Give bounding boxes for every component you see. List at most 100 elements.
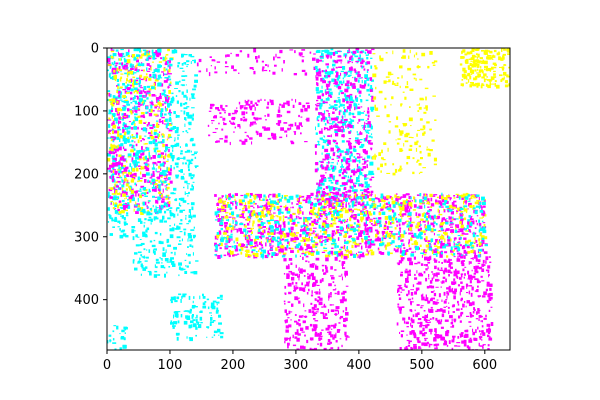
heatmap-cell (151, 100, 153, 102)
heatmap-cell (161, 103, 164, 106)
heatmap-cell (348, 252, 351, 254)
heatmap-cell (319, 297, 323, 301)
heatmap-cell (180, 197, 185, 202)
heatmap-cell (164, 150, 168, 152)
heatmap-cell (332, 122, 334, 125)
heatmap-cell (137, 207, 140, 211)
heatmap-cell (352, 209, 354, 213)
heatmap-cell (340, 125, 344, 128)
heatmap-cell (107, 58, 111, 63)
heatmap-cell (451, 224, 453, 226)
heatmap-cell (467, 72, 470, 75)
heatmap-cell (481, 50, 485, 52)
heatmap-cell (369, 123, 371, 128)
heatmap-cell (300, 132, 302, 135)
heatmap-cell (257, 212, 262, 216)
heatmap-cell (306, 244, 310, 248)
heatmap-cell (419, 199, 423, 203)
heatmap-cell (498, 51, 500, 56)
heatmap-cell (441, 234, 443, 237)
heatmap-cell (283, 206, 286, 208)
heatmap-region-4 (196, 48, 316, 77)
heatmap-cell (384, 203, 386, 207)
heatmap-cell (152, 161, 157, 165)
heatmap-cell (252, 246, 255, 248)
heatmap-cell (470, 222, 473, 226)
heatmap-cell (144, 179, 147, 183)
heatmap-cell (322, 53, 324, 57)
heatmap-cell (241, 140, 246, 142)
heatmap-cell (394, 194, 397, 198)
heatmap-cell (139, 49, 141, 53)
heatmap-cell (301, 252, 306, 255)
heatmap-cell (350, 228, 354, 231)
heatmap-cell (368, 172, 372, 176)
heatmap-cell (341, 344, 343, 348)
heatmap-cell (225, 226, 227, 230)
heatmap-cell (190, 238, 193, 242)
heatmap-cell (236, 242, 238, 244)
heatmap-cell (284, 130, 288, 133)
heatmap-cell (155, 199, 158, 204)
heatmap-cell (114, 130, 117, 134)
heatmap-cell (142, 152, 144, 156)
heatmap-cell (158, 131, 161, 133)
heatmap-cell (344, 109, 348, 113)
heatmap-cell (464, 75, 468, 79)
heatmap-cell (297, 216, 300, 218)
heatmap-cell (370, 133, 373, 135)
heatmap-cell (261, 60, 264, 63)
heatmap-cell (361, 200, 363, 202)
heatmap-cell (384, 223, 387, 225)
heatmap-cell (119, 167, 121, 170)
heatmap-cell (120, 91, 123, 95)
heatmap-cell (273, 212, 276, 214)
heatmap-cell (349, 250, 352, 254)
heatmap-cell (321, 251, 326, 253)
heatmap-cell (192, 113, 194, 117)
heatmap-cell (355, 48, 359, 51)
heatmap-cell (160, 108, 164, 113)
heatmap-cell (328, 196, 332, 199)
heatmap-cell (316, 82, 318, 85)
heatmap-cell (318, 186, 323, 190)
heatmap-cell (373, 217, 376, 220)
heatmap-cell (249, 67, 254, 70)
heatmap-cell (410, 253, 415, 257)
heatmap-cell (348, 131, 351, 134)
heatmap-cell (152, 124, 155, 128)
heatmap-cell (481, 206, 483, 211)
heatmap-cell (399, 204, 403, 206)
heatmap-cell (321, 205, 324, 208)
heatmap-cell (337, 50, 341, 52)
heatmap-cell (343, 318, 347, 322)
heatmap-cell (126, 71, 131, 74)
heatmap-cell (430, 222, 434, 226)
heatmap-cell (153, 184, 155, 189)
heatmap-cell (315, 233, 319, 238)
heatmap-cell (260, 222, 264, 226)
heatmap-cell (145, 256, 149, 259)
heatmap-cell (168, 153, 171, 158)
heatmap-cell (380, 206, 383, 209)
heatmap-cell (184, 191, 186, 196)
heatmap-cell (269, 99, 274, 103)
heatmap-cell (502, 48, 506, 50)
heatmap-cell (142, 114, 145, 118)
heatmap-cell (149, 271, 152, 276)
heatmap-cell (151, 179, 156, 182)
heatmap-cell (400, 248, 402, 251)
heatmap-cell (298, 205, 301, 210)
heatmap-cell (346, 84, 350, 87)
heatmap-cell (161, 198, 165, 201)
heatmap-cell (310, 294, 314, 297)
heatmap-cell (470, 50, 473, 55)
heatmap-cell (186, 265, 189, 268)
heatmap-cell (107, 207, 110, 211)
heatmap-cell (316, 91, 320, 94)
heatmap-cell (403, 200, 407, 205)
heatmap-cell (328, 156, 330, 159)
heatmap-cell (453, 200, 457, 203)
heatmap-cell (425, 225, 428, 229)
heatmap-cell (355, 141, 357, 144)
